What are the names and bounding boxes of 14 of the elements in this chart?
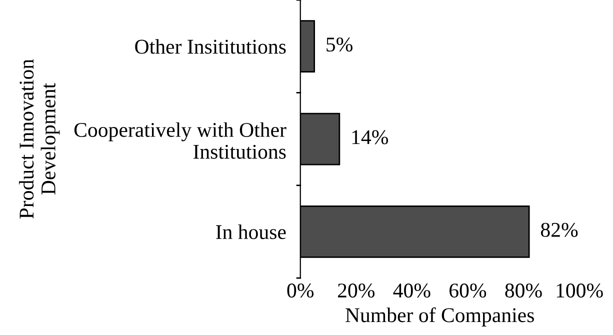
x-tick-label: 60% — [450, 284, 486, 298]
x-tick-label: 20% — [338, 284, 375, 298]
x-axis-title: Number of Companies — [346, 307, 534, 326]
y-tick-label: Cooperatively with Other Institutions — [74, 122, 286, 159]
x-tick-label: 80% — [505, 284, 542, 298]
data-label: 14% — [352, 130, 388, 144]
y-axis-title: Product Innovation Development — [19, 59, 60, 219]
y-tick-label: In house — [216, 224, 286, 240]
x-tick-label: 0% — [287, 284, 314, 298]
x-tick-label: 40% — [393, 284, 430, 298]
data-label: 82% — [540, 222, 578, 237]
x-tick-label: 100% — [556, 284, 603, 298]
data-label: 5% — [326, 37, 352, 52]
y-tick-label: Other Insititutions — [135, 39, 286, 54]
